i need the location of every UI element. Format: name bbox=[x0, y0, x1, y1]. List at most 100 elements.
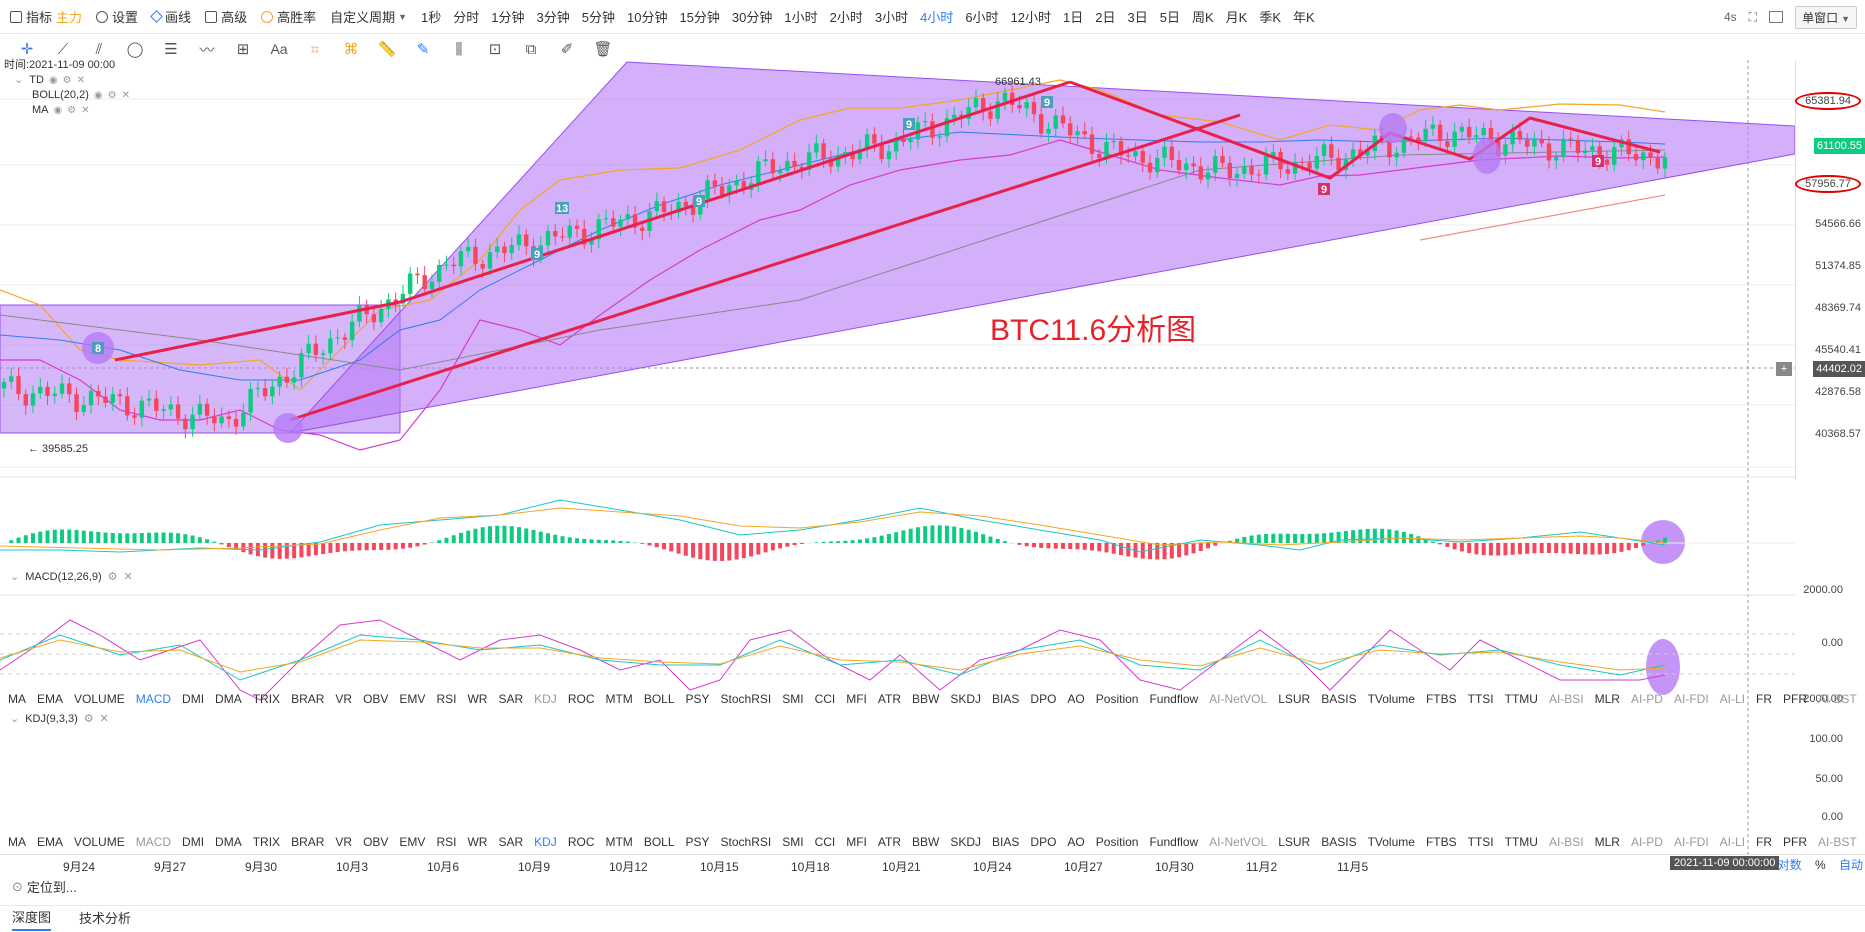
indicator-tab[interactable]: TTMU bbox=[1504, 692, 1538, 706]
period-option[interactable]: 5分钟 bbox=[581, 10, 615, 25]
indicator-tab[interactable]: SMI bbox=[782, 692, 804, 706]
indicator-tab[interactable]: AI-BST bbox=[1818, 835, 1857, 849]
window-icon[interactable] bbox=[1769, 11, 1784, 23]
period-option[interactable]: 2日 bbox=[1095, 10, 1116, 25]
indicator-tab[interactable]: EMV bbox=[399, 692, 426, 706]
period-option[interactable]: 12小时 bbox=[1010, 10, 1052, 25]
indicator-tab[interactable]: BOLL bbox=[643, 835, 675, 849]
measure-icon[interactable]: ⊞ bbox=[236, 41, 250, 58]
indicator-tab[interactable]: WR bbox=[467, 835, 488, 849]
indicator-tab[interactable]: DMI bbox=[182, 692, 205, 706]
indicator-tab[interactable]: FTBS bbox=[1425, 835, 1457, 849]
period-option[interactable]: 季K bbox=[1259, 10, 1281, 25]
period-option[interactable]: 4小时 bbox=[920, 10, 954, 25]
percent-scale-toggle[interactable]: % bbox=[1814, 858, 1826, 872]
indicator-tab[interactable]: AI-FDI bbox=[1673, 692, 1709, 706]
indicator-tab[interactable]: BOLL bbox=[643, 692, 675, 706]
parallel-icon[interactable]: ⫽ bbox=[95, 40, 103, 58]
period-option[interactable]: 1日 bbox=[1063, 10, 1084, 25]
indicator-tab[interactable]: Position bbox=[1095, 835, 1139, 849]
indicator-tab[interactable]: DPO bbox=[1030, 835, 1057, 849]
indicator-tab[interactable]: BRAR bbox=[291, 692, 325, 706]
indicator-tab[interactable]: TVolume bbox=[1367, 835, 1415, 849]
indicator-tab[interactable]: SAR bbox=[498, 835, 524, 849]
indicator-tab[interactable]: MACD bbox=[135, 835, 172, 849]
period-option[interactable]: 15分钟 bbox=[679, 10, 720, 25]
indicator-tab[interactable]: TRIX bbox=[252, 835, 281, 849]
indicator-tab[interactable]: MFI bbox=[846, 692, 867, 706]
wave-icon[interactable]: 〰 bbox=[199, 41, 215, 59]
indicator-tab[interactable]: PFR bbox=[1783, 692, 1807, 706]
line-icon[interactable]: ⟋ bbox=[57, 40, 69, 58]
indicator-tab[interactable]: BASIS bbox=[1321, 835, 1357, 849]
indicator-tab[interactable]: MLR bbox=[1594, 835, 1620, 849]
indicator-tab[interactable]: RSI bbox=[436, 692, 457, 706]
indicator-tab[interactable]: AO bbox=[1067, 692, 1085, 706]
indicator-tab[interactable]: DPO bbox=[1030, 692, 1057, 706]
indicator-tab[interactable]: FTBS bbox=[1425, 692, 1457, 706]
eye-icon[interactable]: ◉ bbox=[53, 105, 63, 116]
copy-icon[interactable]: ⧉ bbox=[525, 40, 537, 58]
indicator-tab[interactable]: TTSI bbox=[1467, 692, 1494, 706]
indicator-tab[interactable]: AI-NetVOL bbox=[1209, 692, 1268, 706]
indicator-tab[interactable]: VR bbox=[335, 835, 353, 849]
tab-technical-analysis[interactable]: 技术分析 bbox=[79, 911, 132, 926]
eye-icon[interactable]: ◉ bbox=[93, 90, 103, 101]
locate-button[interactable]: ⊙ 定位到... bbox=[12, 877, 77, 896]
indicator-tab[interactable]: MTM bbox=[605, 692, 633, 706]
indicator-tab[interactable]: AI-PD bbox=[1630, 692, 1663, 706]
window-mode-select[interactable]: 单窗口 ▼ bbox=[1795, 5, 1857, 29]
price-axis[interactable]: 65381.94 61100.55 57956.77 54566.66 5137… bbox=[1795, 60, 1865, 480]
period-option[interactable]: 月K bbox=[1225, 10, 1248, 25]
fullscreen-icon[interactable]: ⛶ bbox=[1748, 9, 1758, 24]
close-icon[interactable]: ✕ bbox=[123, 571, 133, 583]
gear-icon[interactable]: ⚙ bbox=[107, 90, 117, 101]
close-icon[interactable]: ✕ bbox=[121, 90, 130, 101]
collapse-icon[interactable]: ⌄ bbox=[10, 713, 20, 725]
indicator-tab[interactable]: OBV bbox=[363, 692, 389, 706]
indicator-tab[interactable]: DMI bbox=[182, 835, 205, 849]
indicator-tab[interactable]: EMA bbox=[37, 692, 64, 706]
indicator-tab[interactable]: AI-BSI bbox=[1548, 692, 1584, 706]
indicator-tab[interactable]: BRAR bbox=[291, 835, 325, 849]
indicator-tab[interactable]: BBW bbox=[912, 835, 940, 849]
kdj-legend[interactable]: ⌄ KDJ(9,3,3) ⚙ ✕ bbox=[10, 712, 109, 726]
circle-icon[interactable]: ◯ bbox=[126, 41, 144, 58]
indicator-tab[interactable]: LSUR bbox=[1278, 692, 1311, 706]
indicator-tab[interactable]: Fundflow bbox=[1149, 835, 1199, 849]
indicator-tab[interactable]: MACD bbox=[135, 692, 172, 706]
period-option[interactable]: 周K bbox=[1191, 10, 1214, 25]
indicator-tab[interactable]: EMA bbox=[37, 835, 64, 849]
period-option[interactable]: 5日 bbox=[1159, 10, 1180, 25]
crosshair-icon[interactable]: ✛ bbox=[20, 41, 34, 58]
note-icon[interactable]: ✐ bbox=[560, 41, 574, 58]
indicator-tab[interactable]: AO bbox=[1067, 835, 1085, 849]
period-option[interactable]: 10分钟 bbox=[626, 10, 668, 25]
close-icon[interactable]: ✕ bbox=[81, 105, 90, 116]
period-option[interactable]: 30分钟 bbox=[731, 10, 773, 25]
indicator-tab[interactable]: LSUR bbox=[1278, 835, 1311, 849]
indicator-tab[interactable]: FR bbox=[1756, 692, 1772, 706]
indicator-tab[interactable]: BIAS bbox=[992, 835, 1020, 849]
collapse-icon[interactable]: ⌄ bbox=[14, 74, 24, 86]
indicator-tab[interactable]: AI-BSI bbox=[1548, 835, 1584, 849]
text-icon[interactable]: Aa bbox=[270, 41, 288, 57]
indicator-tab[interactable]: BBW bbox=[912, 692, 940, 706]
indicator-tab[interactable]: MA bbox=[8, 692, 26, 706]
period-option[interactable]: 3日 bbox=[1127, 10, 1148, 25]
indicator-tab[interactable]: StochRSI bbox=[720, 835, 772, 849]
indicator-tab[interactable]: TVolume bbox=[1367, 692, 1415, 706]
indicator-tab[interactable]: AI-LI bbox=[1719, 835, 1745, 849]
indicator-tab[interactable]: PFR bbox=[1783, 835, 1807, 849]
period-option[interactable]: 2小时 bbox=[829, 10, 863, 25]
indicator-tab[interactable]: SKDJ bbox=[950, 692, 982, 706]
indicator-tab[interactable]: ATR bbox=[877, 835, 902, 849]
gear-icon[interactable]: ⚙ bbox=[62, 75, 72, 86]
period-option[interactable]: 1小时 bbox=[784, 10, 818, 25]
fib-icon[interactable]: ⌗ bbox=[310, 40, 320, 58]
indicator-tab[interactable]: StochRSI bbox=[720, 692, 772, 706]
log-scale-toggle[interactable]: 对数 bbox=[1777, 858, 1802, 872]
indicator-tab[interactable]: AI-PD bbox=[1630, 835, 1663, 849]
indicator-tab[interactable]: KDJ bbox=[534, 835, 557, 849]
collapse-icon[interactable]: ⌄ bbox=[10, 571, 20, 583]
